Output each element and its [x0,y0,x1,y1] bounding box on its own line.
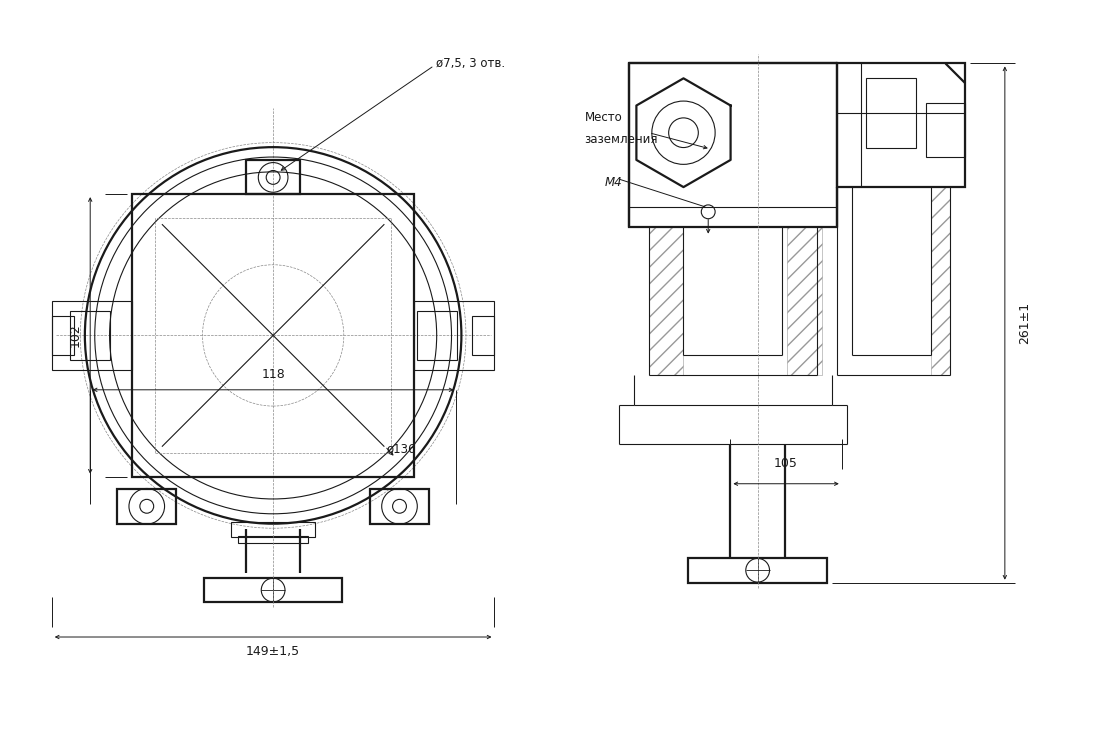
Text: 118: 118 [262,369,285,381]
Text: 105: 105 [774,457,798,470]
Bar [370,489,429,524]
Bar [52,316,74,355]
Bar [417,311,458,360]
Text: 261±1: 261±1 [1019,302,1031,344]
Bar [52,301,132,370]
Bar [931,187,950,375]
Bar [246,159,300,194]
Text: заземления: заземления [584,133,658,146]
Bar [788,226,822,375]
Bar [238,536,308,543]
Text: М4: М4 [604,176,622,188]
Bar [837,63,966,187]
Bar [689,558,827,583]
Bar [649,226,683,375]
Bar [629,63,837,226]
Text: Место: Место [584,112,623,124]
Text: 102: 102 [69,323,81,347]
Bar [204,577,342,603]
Bar [472,316,494,355]
Text: ø7,5, 3 отв.: ø7,5, 3 отв. [437,57,505,70]
Text: 149±1,5: 149±1,5 [246,645,300,659]
Bar [231,522,316,536]
Bar [926,103,966,157]
Bar [69,311,110,360]
Bar [867,78,916,148]
Bar [117,489,176,524]
Bar [415,301,494,370]
Text: ø136: ø136 [387,443,416,456]
Bar [132,194,415,477]
